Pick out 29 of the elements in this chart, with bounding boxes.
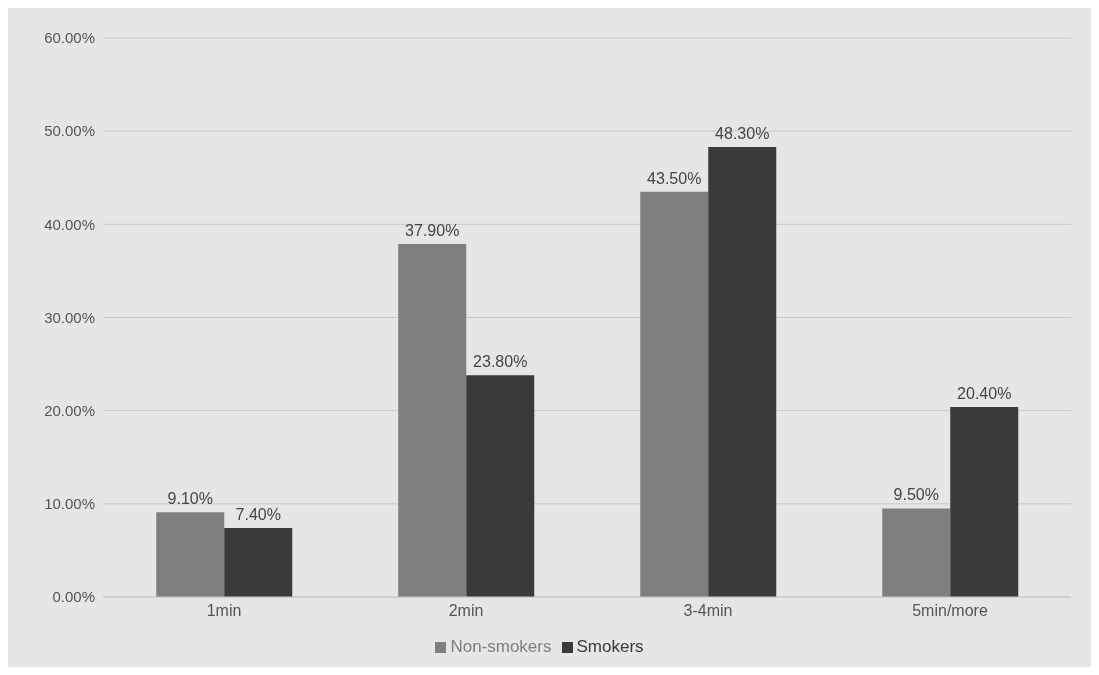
x-tick-label: 2min bbox=[448, 602, 484, 620]
data-label: 23.80% bbox=[473, 353, 528, 371]
bar bbox=[224, 528, 293, 597]
legend-label: Non-smokers bbox=[450, 637, 552, 656]
data-label: 20.40% bbox=[957, 384, 1012, 402]
data-label: 7.40% bbox=[235, 506, 281, 524]
legend-label: Smokers bbox=[576, 637, 644, 656]
y-tick-label: 10.00% bbox=[44, 495, 95, 513]
y-tick-label: 0.00% bbox=[52, 588, 95, 606]
y-tick-label: 20.00% bbox=[44, 401, 95, 419]
data-label: 9.10% bbox=[167, 490, 213, 508]
y-tick-label: 50.00% bbox=[44, 122, 95, 140]
x-tick-label: 1min bbox=[206, 602, 242, 620]
bar bbox=[950, 406, 1019, 597]
data-label: 48.30% bbox=[715, 125, 770, 143]
y-tick-label: 40.00% bbox=[44, 215, 95, 233]
bar bbox=[398, 243, 467, 597]
y-tick-label: 60.00% bbox=[44, 29, 95, 47]
data-label: 43.50% bbox=[647, 169, 702, 187]
x-tick-label: 3-4min bbox=[683, 602, 733, 620]
data-label: 9.50% bbox=[893, 486, 939, 504]
bar bbox=[882, 508, 951, 597]
x-tick-label: 5min/more bbox=[912, 602, 988, 620]
data-label: 37.90% bbox=[405, 221, 460, 239]
bar bbox=[640, 191, 709, 597]
bar bbox=[156, 512, 225, 597]
bar bbox=[708, 147, 777, 597]
bar bbox=[466, 375, 535, 597]
y-tick-label: 30.00% bbox=[44, 308, 95, 326]
